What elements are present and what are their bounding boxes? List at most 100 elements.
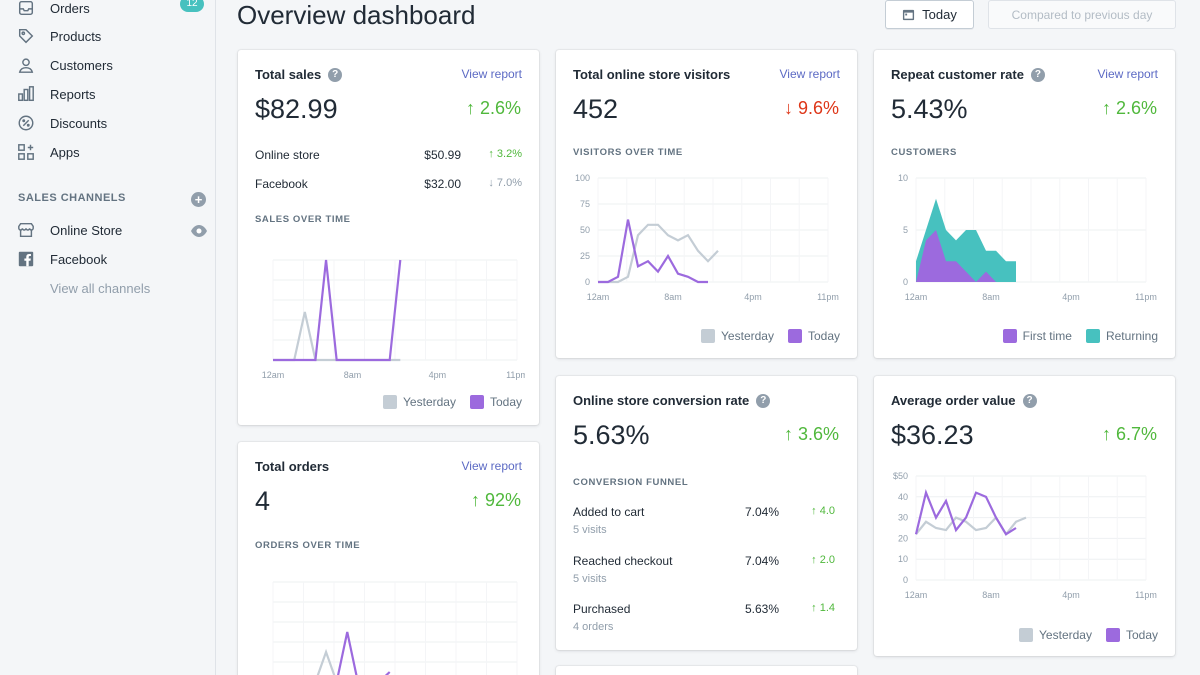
add-channel-button[interactable]: + [191,192,206,207]
legend-label-first-time: First time [1022,329,1072,343]
legend-label-yesterday: Yesterday [721,329,774,343]
help-icon[interactable]: ? [1022,393,1037,408]
legend-label-yesterday: Yesterday [403,395,456,409]
x-tick-label: 8am [982,590,1000,600]
y-tick-label: 0 [903,575,908,585]
funnel-step-change: ↑ 2.0 [811,554,835,566]
chart-label: SALES OVER TIME [255,214,351,225]
x-tick-label: 12am [905,292,928,302]
help-icon[interactable]: ? [328,67,343,82]
sidebar-item-label: Reports [50,86,96,102]
chart-legend: First time Returning [989,329,1158,343]
funnel-step-change: ↑ 4.0 [811,505,835,517]
x-tick-label: 12am [262,370,285,380]
sidebar-item-online-store[interactable]: Online Store [16,218,122,242]
area-first-time [916,230,1016,282]
breakdown-value: $32.00 [424,177,461,191]
breakdown-label: Facebook [255,177,308,191]
sidebar-item-orders[interactable]: Orders 12 [16,0,204,20]
view-report-link[interactable]: View report [779,67,840,81]
chart-legend: Yesterday Today [687,329,840,343]
funnel-step-value: 5.63% [744,602,779,616]
view-report-link[interactable]: View report [1097,67,1158,81]
visitors-value: 452 [573,94,619,124]
aov-value: $36.23 [891,420,974,450]
chart-label: CONVERSION FUNNEL [573,477,689,488]
aov-change: ↑ 6.7% [1101,424,1157,444]
card-title: Total sales? [255,67,343,82]
x-tick-label: 11pm [1135,590,1157,600]
breakdown-change: ↓ 7.0% [488,177,522,189]
funnel-step-value: 7.04% [744,505,779,519]
store-icon [16,220,36,240]
sidebar-item-label: Online Store [50,222,123,238]
sidebar-item-customers[interactable]: Customers [16,53,113,77]
sidebar-item-apps[interactable]: Apps [16,140,80,164]
series-line-today [914,489,1017,536]
sidebar-item-reports[interactable]: Reports [16,82,96,106]
sidebar-item-facebook[interactable]: Facebook [16,247,107,271]
sidebar-item-label: Apps [50,144,80,160]
person-icon [16,55,36,75]
y-tick-label: 25 [580,251,590,261]
x-tick-label: 8am [344,370,362,380]
funnel-step-label: Reached checkout [573,554,673,568]
sidebar-item-products[interactable]: Products [16,24,101,48]
chart-label: CUSTOMERS [891,147,957,158]
series-line-today [598,219,708,284]
repeat-rate-change: ↑ 2.6% [1101,98,1157,118]
orders-count-badge: 12 [180,0,204,12]
view-all-channels-link[interactable]: View all channels [50,281,151,296]
sidebar-item-label: Products [50,28,102,44]
funnel-step-sub: 4 orders [573,621,614,633]
calendar-icon [903,9,915,21]
x-tick-label: 11pm [506,370,525,380]
card-title: Total online store visitors [573,67,731,82]
total-orders-change: ↑ 92% [470,490,521,510]
view-report-link[interactable]: View report [461,459,522,473]
y-tick-label: 75 [580,199,590,209]
x-tick-label: 4pm [744,292,762,302]
compare-button[interactable]: Compared to previous day [988,0,1176,29]
date-range-button[interactable]: Today [885,0,974,29]
y-tick-label: 100 [575,173,590,183]
discount-icon [16,113,36,133]
next-card [556,666,857,675]
y-tick-label: 10 [898,173,908,183]
series-line-today [273,259,402,362]
view-report-link[interactable]: View report [461,67,522,81]
legend-swatch-yesterday [383,395,398,409]
card-title: Repeat customer rate? [891,67,1045,82]
funnel-step-change: ↑ 1.4 [811,602,835,614]
legend-swatch-today [469,395,484,409]
chart-legend: Yesterday Today [369,395,522,409]
x-tick-label: 11pm [817,292,839,302]
legend-label-today: Today [489,395,522,409]
legend-swatch-returning [1085,329,1100,343]
funnel-step-label: Purchased [573,602,631,616]
legend-label-today: Today [1125,628,1158,642]
legend-swatch-yesterday [701,329,716,343]
legend-swatch-today [1105,628,1120,642]
eye-icon[interactable] [190,224,208,238]
card-title: Online store conversion rate? [573,393,771,408]
x-tick-label: 11pm [1135,292,1157,302]
help-icon[interactable]: ? [1030,67,1045,82]
sales-over-time-chart: 12am 8am 4pm 11pm [262,259,525,380]
legend-swatch-first-time [1002,329,1017,343]
sidebar-item-discounts[interactable]: Discounts [16,111,107,135]
y-tick-label: 0 [585,277,590,287]
apps-icon [16,142,36,162]
facebook-icon [16,249,36,269]
visitors-card: Total online store visitors View report … [556,50,857,358]
card-title: Total orders [255,459,330,474]
breakdown-label: Online store [255,148,320,162]
help-icon[interactable]: ? [756,393,771,408]
chart-label: ORDERS OVER TIME [255,540,361,551]
aov-card: Average order value? $36.23 ↑ 6.7% $50 40… [874,376,1175,656]
sidebar: Orders 12 Products Customers Reports Dis… [0,0,216,675]
x-tick-label: 12am [587,292,610,302]
y-tick-label: 30 [898,513,908,523]
series-line-yesterday [316,648,336,675]
visitors-over-time-chart: 100 75 50 25 0 12am 8am 4pm 11pm [575,173,839,302]
